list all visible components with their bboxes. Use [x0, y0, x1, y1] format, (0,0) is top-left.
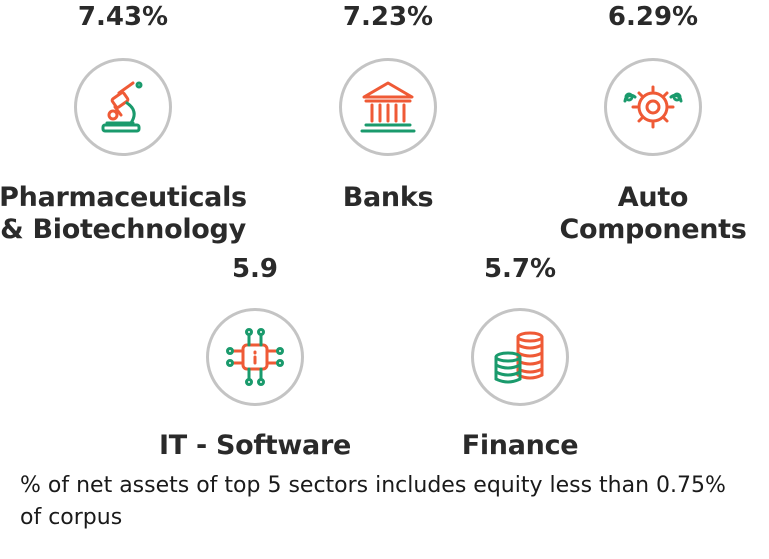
- sector-label-line: IT - Software: [158, 430, 352, 461]
- sector-percent-it: 5.9: [231, 254, 279, 284]
- sector-icon-circle-pharma: [74, 58, 172, 156]
- sector-icon-circle-banks: [339, 58, 437, 156]
- sector-label-line: Auto: [617, 182, 689, 213]
- footnote: % of net assets of top 5 sectors include…: [20, 473, 726, 530]
- sector-label-line: & Biotechnology: [0, 214, 246, 245]
- sector-label-line: Finance: [461, 430, 579, 461]
- sector-icon-circle-it: [206, 308, 304, 406]
- gears-icon: [623, 85, 683, 129]
- sector-label-line: Pharmaceuticals: [0, 182, 247, 213]
- sector-label-auto: Auto Components: [559, 182, 746, 246]
- sector-percent-auto: 6.29%: [607, 2, 699, 32]
- sector-label-finance: Finance: [462, 430, 579, 462]
- sector-percent-banks: 7.23%: [342, 2, 434, 32]
- sector-label-banks: Banks: [343, 182, 434, 214]
- sector-label-line: Banks: [342, 182, 434, 213]
- sector-icon-circle-finance: [471, 308, 569, 406]
- sector-label-it: IT - Software: [159, 430, 351, 462]
- coins-icon: [494, 331, 544, 384]
- bank-icon: [360, 81, 416, 133]
- microscope-icon: [101, 81, 143, 133]
- sector-label-line: Components: [559, 214, 747, 245]
- sector-label-pharma: Pharmaceuticals & Biotechnology: [0, 182, 247, 246]
- sector-percent-finance: 5.7%: [483, 254, 557, 284]
- sector-icon-circle-auto: [604, 58, 702, 156]
- chip-icon: [226, 328, 284, 386]
- sector-percent-pharma: 7.43%: [77, 2, 169, 32]
